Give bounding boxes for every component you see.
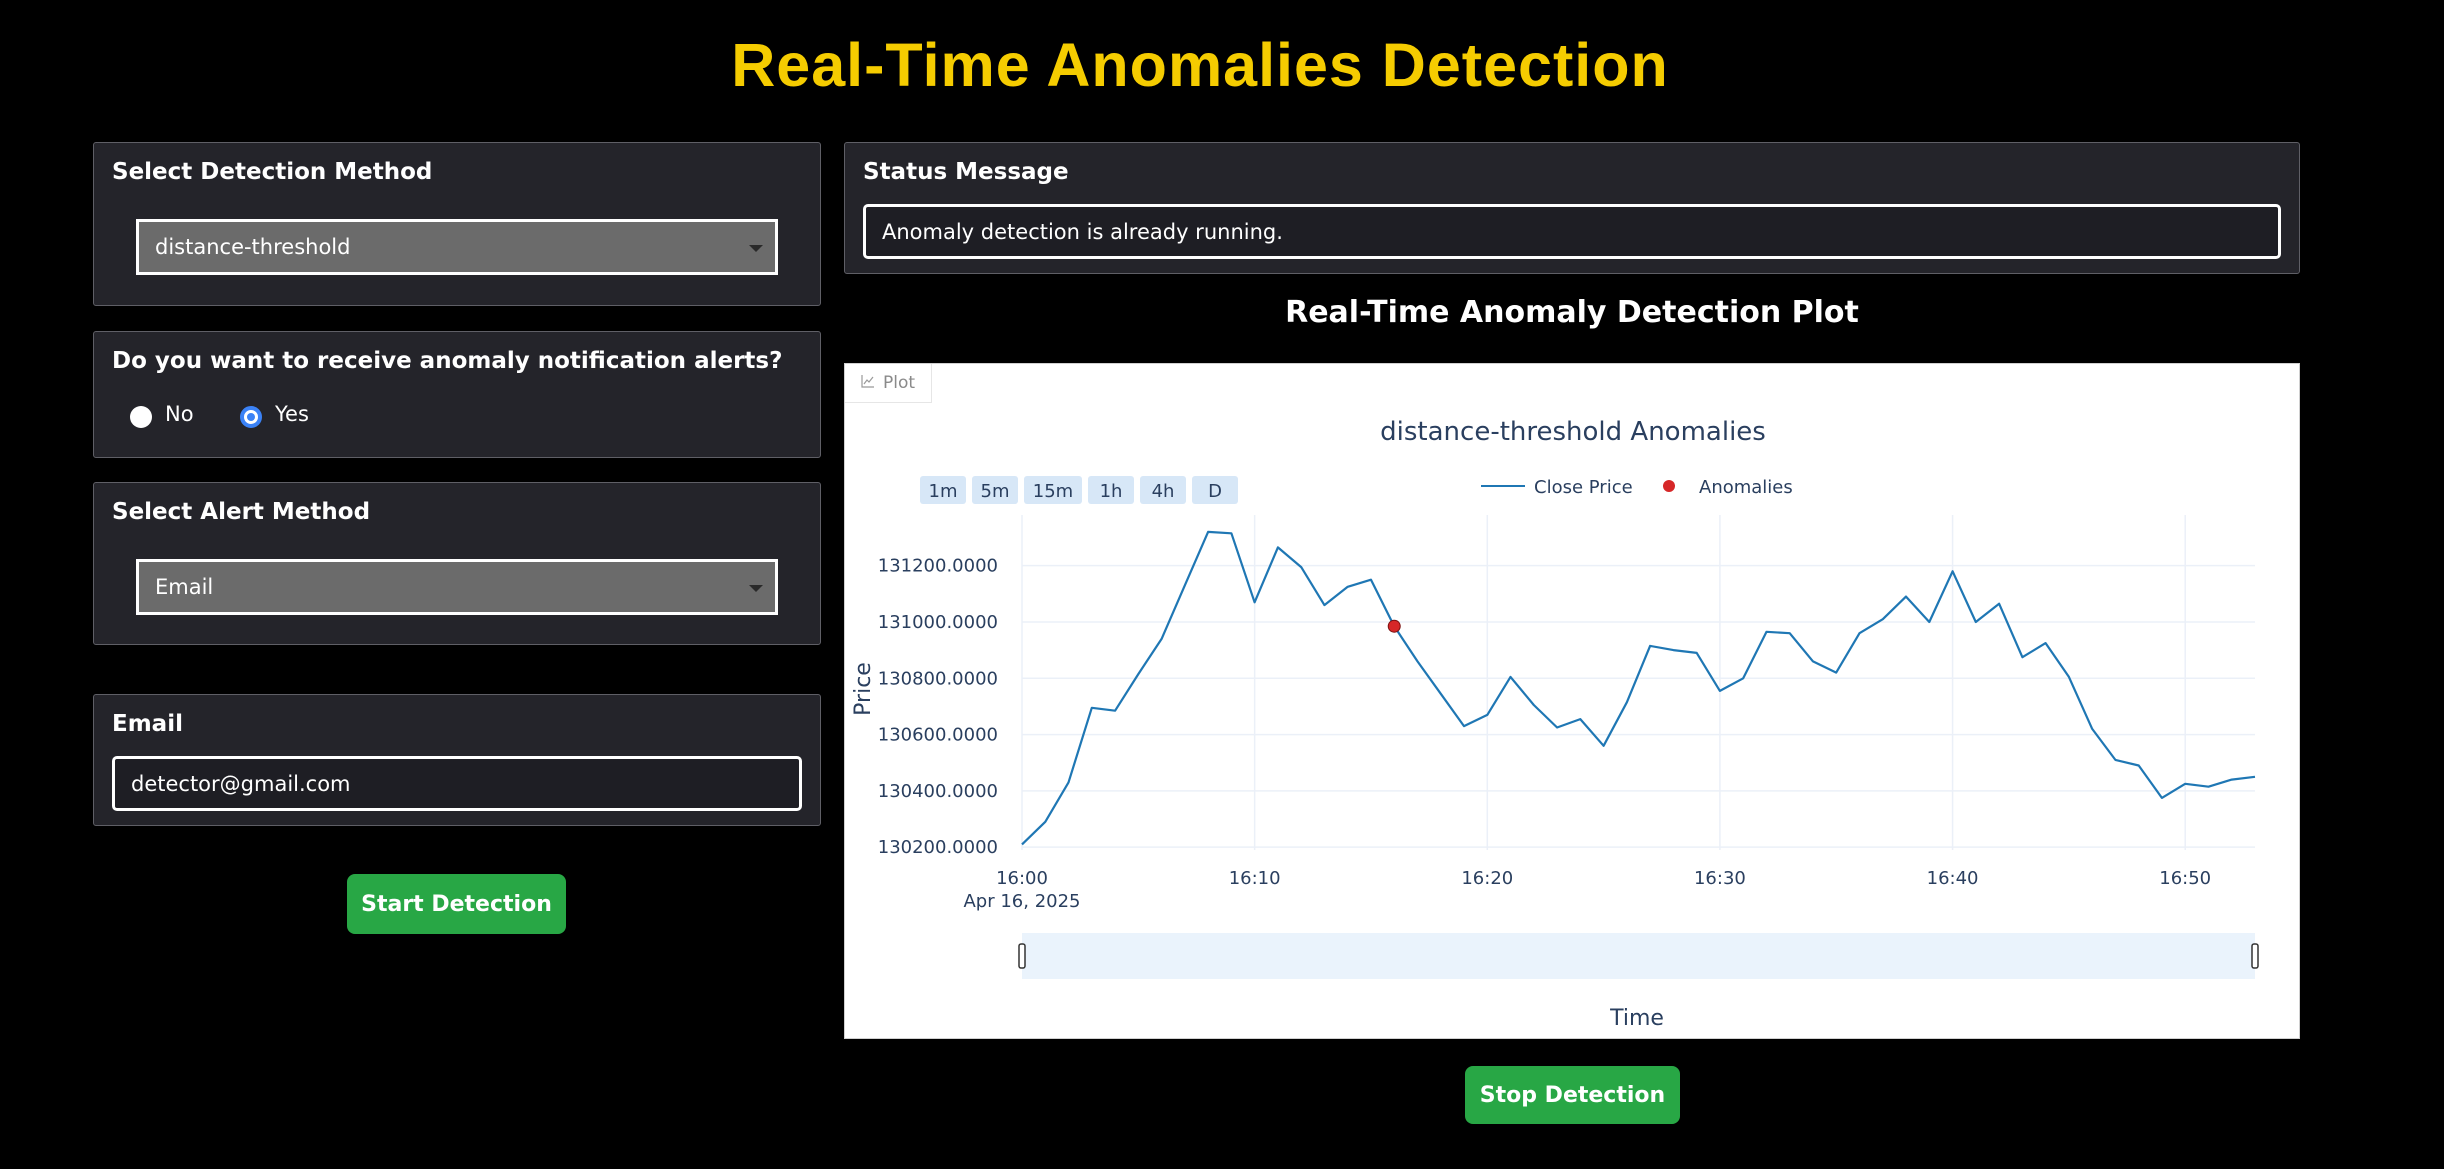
range-slider[interactable]	[1018, 933, 2259, 979]
status-message: Anomaly detection is already running.	[882, 219, 1283, 244]
notification-panel: Do you want to receive anomaly notificat…	[93, 331, 821, 458]
email-label: Email	[112, 711, 183, 737]
email-panel: Email detector@gmail.com	[93, 694, 821, 826]
start-detection-button[interactable]: Start Detection	[347, 874, 566, 934]
alert-method-value: Email	[155, 575, 214, 599]
page-title: Real-Time Anomalies Detection	[731, 31, 1669, 99]
tab-plot[interactable]: Plot	[845, 364, 932, 403]
chevron-down-icon	[749, 245, 763, 252]
status-panel: Status Message Anomaly detection is alre…	[844, 142, 2300, 274]
range-button-15m-label: 15m	[1033, 481, 1073, 502]
radio-no[interactable]	[130, 406, 152, 428]
range-button-1h-label: 1h	[1100, 481, 1123, 502]
range-button-1m-label: 1m	[929, 481, 958, 502]
radio-yes[interactable]	[240, 406, 262, 428]
plot-section-heading: Real-Time Anomaly Detection Plot	[1285, 295, 1859, 330]
range-button-d-label: D	[1208, 481, 1222, 502]
range-button-5m-label: 5m	[981, 481, 1010, 502]
status-message-box: Anomaly detection is already running.	[863, 204, 2281, 259]
range-slider-left-handle[interactable]	[1018, 943, 1026, 969]
stop-detection-button[interactable]: Stop Detection	[1465, 1066, 1680, 1124]
range-button-1h[interactable]	[1088, 476, 1134, 504]
tab-plot-label: Plot	[882, 373, 916, 393]
chevron-down-icon	[749, 585, 763, 592]
range-slider-right-handle[interactable]	[2251, 943, 2259, 969]
range-button-d[interactable]	[1192, 476, 1238, 504]
range-button-4h-label: 4h	[1152, 481, 1175, 502]
email-value: detector@gmail.com	[131, 771, 351, 796]
range-button-4h[interactable]	[1140, 476, 1186, 504]
radio-yes-label[interactable]: Yes	[275, 402, 309, 426]
alert-method-label: Select Alert Method	[112, 499, 371, 525]
detection-method-value: distance-threshold	[155, 235, 351, 259]
status-label: Status Message	[863, 159, 1069, 185]
detection-method-panel: Select Detection Method distance-thresho…	[93, 142, 821, 306]
alert-method-panel: Select Alert Method Email	[93, 482, 821, 645]
chart-icon	[861, 373, 875, 393]
range-selector[interactable]: 1m 5m 15m 1h 4h D	[920, 476, 1238, 504]
detection-method-select[interactable]: distance-threshold	[136, 219, 778, 275]
notification-question: Do you want to receive anomaly notificat…	[112, 348, 783, 374]
radio-no-label[interactable]: No	[165, 402, 194, 426]
email-field[interactable]: detector@gmail.com	[112, 756, 802, 811]
range-button-1m[interactable]	[920, 476, 966, 504]
detection-method-label: Select Detection Method	[112, 159, 433, 185]
range-button-15m[interactable]	[1024, 476, 1082, 504]
range-slider-track[interactable]	[1022, 933, 2255, 979]
alert-method-select[interactable]: Email	[136, 559, 778, 615]
range-button-5m[interactable]	[972, 476, 1018, 504]
